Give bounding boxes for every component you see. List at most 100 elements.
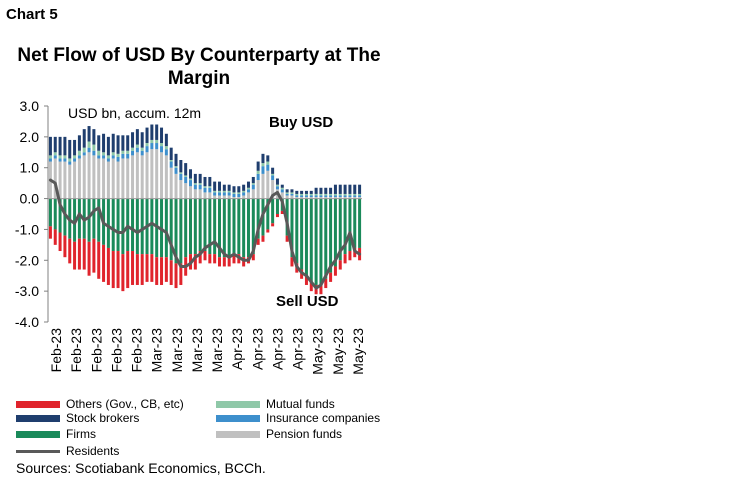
bar-others (324, 278, 328, 289)
bar-stock-brokers (102, 133, 106, 153)
bar-insurance-companies (184, 176, 188, 184)
bar-stock-brokers (145, 127, 149, 144)
bar-firms (300, 198, 304, 270)
bar-pension-funds (295, 197, 299, 199)
legend-item-pension-funds: Pension funds (216, 426, 342, 442)
y-tick-label: 0.0 (20, 191, 40, 207)
y-tick-label: 2.0 (20, 129, 40, 145)
legend-item-mutual-funds: Mutual funds (216, 396, 335, 412)
bar-insurance-companies (164, 149, 168, 156)
bar-stock-brokers (295, 190, 299, 194)
bar-pension-funds (63, 161, 67, 199)
bar-firms (92, 198, 96, 239)
bar-stock-brokers (140, 132, 144, 148)
bar-insurance-companies (358, 195, 362, 198)
bar-mutual-funds (261, 163, 265, 167)
bar-pension-funds (150, 149, 154, 199)
bar-stock-brokers (324, 187, 328, 194)
bar-insurance-companies (145, 146, 149, 153)
bar-pension-funds (164, 155, 168, 199)
bar-mutual-funds (121, 150, 125, 154)
bar-stock-brokers (111, 133, 115, 153)
bar-pension-funds (184, 183, 188, 199)
x-tick-label: Mar-23 (189, 328, 205, 373)
bar-stock-brokers (82, 129, 86, 148)
bar-others (213, 254, 217, 264)
bar-mutual-funds (68, 158, 72, 162)
bar-others (217, 257, 221, 267)
x-tick-label: Apr-23 (269, 328, 285, 370)
y-tick-label: -4.0 (15, 314, 39, 330)
bar-stock-brokers (198, 173, 202, 184)
bar-mutual-funds (280, 187, 284, 190)
bar-others (160, 257, 164, 285)
bar-stock-brokers (77, 135, 81, 151)
bar-insurance-companies (203, 187, 207, 193)
bar-mutual-funds (358, 193, 362, 196)
legend-swatch-stock-brokers (16, 414, 60, 422)
bar-mutual-funds (275, 184, 279, 187)
bar-others (309, 281, 313, 292)
bar-pension-funds (160, 152, 164, 199)
bar-insurance-companies (324, 195, 328, 198)
bar-pension-funds (140, 155, 144, 199)
bar-stock-brokers (116, 135, 120, 154)
bar-firms (126, 198, 130, 252)
bar-others (251, 254, 255, 261)
bar-insurance-companies (338, 195, 342, 198)
bar-others (261, 235, 265, 242)
bar-insurance-companies (256, 173, 260, 181)
bar-firms (329, 198, 333, 273)
bar-others (256, 238, 260, 245)
bar-stock-brokers (150, 124, 154, 140)
bar-others (97, 241, 101, 279)
bar-insurance-companies (222, 192, 226, 196)
bar-pension-funds (92, 155, 96, 199)
bar-firms (106, 198, 110, 248)
bar-firms (338, 198, 342, 261)
bar-stock-brokers (179, 160, 183, 173)
bar-mutual-funds (53, 152, 57, 156)
bar-insurance-companies (285, 193, 289, 196)
bar-others (73, 241, 77, 270)
bar-firms (232, 198, 236, 255)
bar-mutual-funds (92, 144, 96, 151)
x-tick-label: Feb-23 (129, 328, 145, 373)
bar-pension-funds (68, 164, 72, 199)
bar-others (242, 257, 246, 267)
bar-firms (290, 198, 294, 258)
bar-others (111, 251, 115, 289)
bar-insurance-companies (300, 195, 304, 198)
bar-pension-funds (97, 158, 101, 199)
bar-firms (271, 198, 275, 224)
bar-pension-funds (179, 180, 183, 199)
bar-others (280, 210, 284, 214)
bar-others (131, 251, 135, 285)
bar-firms (237, 198, 241, 255)
bar-insurance-companies (343, 195, 347, 198)
bar-others (116, 251, 120, 289)
bar-others (290, 257, 294, 267)
bar-others (121, 254, 125, 292)
bar-insurance-companies (73, 158, 77, 162)
bar-others (338, 260, 342, 270)
chart-label: Chart 5 (6, 6, 58, 23)
bar-others (275, 214, 279, 218)
bar-mutual-funds (304, 193, 308, 196)
bar-stock-brokers (309, 190, 313, 194)
bar-firms (208, 198, 212, 255)
bar-insurance-companies (290, 193, 294, 196)
bar-mutual-funds (131, 147, 135, 151)
bar-firms (164, 198, 168, 258)
bar-others (145, 254, 149, 282)
bar-stock-brokers (213, 181, 217, 191)
bar-mutual-funds (174, 166, 178, 168)
x-tick-label: Apr-23 (290, 328, 306, 370)
bar-pension-funds (232, 197, 236, 199)
bar-insurance-companies (333, 195, 337, 198)
bar-insurance-companies (198, 184, 202, 190)
bar-pension-funds (251, 189, 255, 199)
legend-label-stock-brokers: Stock brokers (66, 411, 140, 425)
bar-mutual-funds (266, 161, 270, 165)
bar-pension-funds (203, 192, 207, 199)
